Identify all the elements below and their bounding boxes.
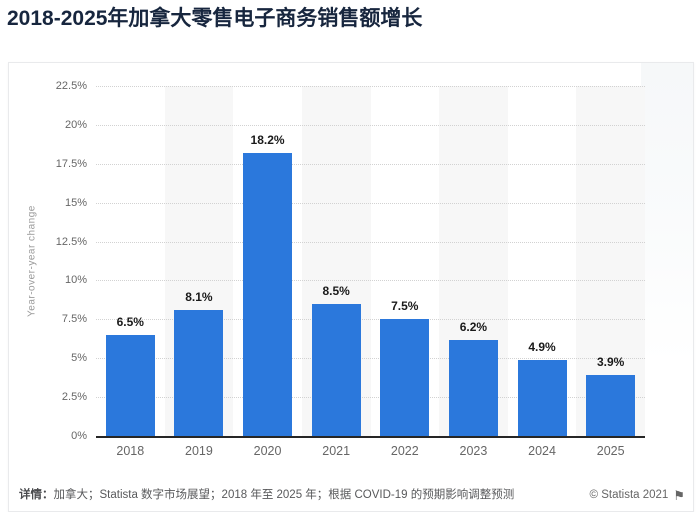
background-watermark-graphic [641,63,693,363]
bar-2020[interactable] [243,152,293,436]
x-label-2018: 2018 [116,444,145,458]
bar-value-2024: 4.9% [528,339,556,354]
y-tick-15%: 15% [64,196,87,209]
y-tick-0%: 0% [71,430,87,442]
x-label-2025: 2025 [596,444,625,458]
gridline-2.5% [96,397,645,399]
bar-value-2022: 7.5% [391,299,419,314]
bar-2023[interactable] [448,339,498,436]
plot-area: 6.5% 8.1% 18.2% 8.5% 7.5% 6.2% 4.9% 3.9% [96,86,645,438]
y-tick-5%: 5% [71,352,87,365]
bar-value-2020: 18.2% [250,132,285,147]
copyright-text: © Statista 2021 [589,489,669,501]
x-label-2024: 2024 [528,444,556,458]
x-label-2019: 2019 [185,444,213,458]
y-tick-20%: 20% [64,118,87,131]
gridline-20% [96,124,645,126]
y-tick-17.5%: 17.5% [55,157,87,170]
gridline-7.5% [96,319,645,321]
source-text: 加拿大；Statista 数字市场展望；2018 年至 2025 年；根据 CO… [53,489,515,501]
x-axis-labels: 2018 2019 2020 2021 2022 2023 2024 2025 [96,444,645,460]
y-tick-10%: 10% [64,274,87,287]
copyright: © Statista 2021 ⚑ [590,488,685,503]
gridline-12.5% [96,241,645,243]
y-tick-2.5%: 2.5% [61,391,87,404]
bar-value-2021: 8.5% [322,283,350,298]
x-label-2023: 2023 [459,444,488,458]
bar-value-2023: 6.2% [459,319,488,334]
page-title: 2018-2025年加拿大零售电子商务销售额增长 [7,7,423,30]
y-tick-22.5%: 22.5% [55,80,87,92]
chart-footer: 详情：加拿大；Statista 数字市场展望；2018 年至 2025 年；根据… [19,488,685,503]
bar-2021[interactable] [311,303,361,436]
x-label-2021: 2021 [322,444,351,458]
x-label-2022: 2022 [390,444,419,458]
bar-value-2019: 8.1% [185,290,213,304]
gridline-15% [96,202,645,204]
gridline-22.5% [96,86,645,87]
gridline-10% [96,280,645,282]
bar-2024[interactable] [517,359,567,436]
y-tick-7.5%: 7.5% [61,313,87,326]
flag-icon[interactable]: ⚑ [673,488,685,503]
gridline-5% [96,358,645,360]
y-tick-12.5%: 12.5% [55,235,87,248]
source-note: 详情：加拿大；Statista 数字市场展望；2018 年至 2025 年；根据… [19,488,514,503]
gridline-17.5% [96,163,645,165]
bar-value-2025: 3.9% [597,355,625,370]
bar-2019[interactable] [174,310,224,436]
bar-value-2018: 6.5% [116,314,144,329]
y-axis-tick-labels: 22.5% 20% 17.5% 15% 12.5% 10% 7.5% 5% 2.5% 0% [9,80,87,442]
bar-2025[interactable] [586,375,636,436]
bar-2018[interactable] [105,334,155,436]
source-label: 详情： [19,489,54,501]
x-label-2020: 2020 [253,444,282,458]
bar-2022[interactable] [380,319,430,436]
chart-card: Year-over-year change 22.5% 20% 17.5% 15% 12… [8,62,694,512]
